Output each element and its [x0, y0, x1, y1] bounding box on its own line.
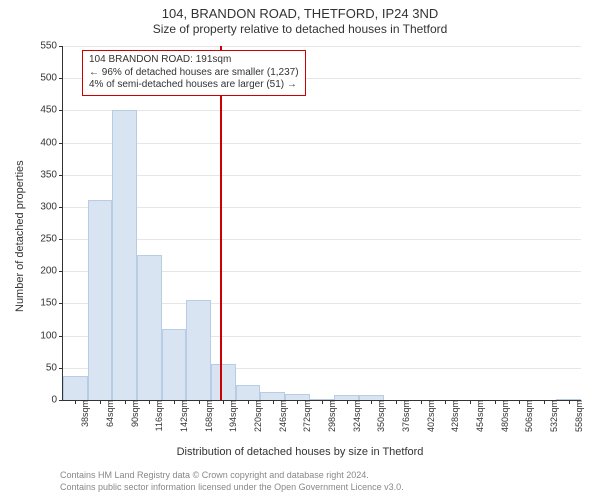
x-axis-label: Distribution of detached houses by size …	[0, 446, 600, 458]
grid-line	[63, 110, 581, 111]
xtick-label: 168sqm	[202, 400, 214, 432]
xtick-mark	[199, 400, 200, 404]
xtick-label: 90sqm	[128, 400, 140, 427]
xtick-mark	[519, 400, 520, 404]
xtick-label: 324sqm	[350, 400, 362, 432]
footer-line-1: Contains HM Land Registry data © Crown c…	[60, 470, 404, 482]
histogram-bar	[186, 300, 211, 400]
ytick-label: 300	[40, 201, 63, 212]
xtick-mark	[495, 400, 496, 404]
histogram-bar	[310, 399, 335, 400]
grid-line	[63, 175, 581, 176]
footer-line-2: Contains public sector information licen…	[60, 482, 404, 494]
histogram-bar	[556, 399, 581, 400]
xtick-mark	[273, 400, 274, 404]
xtick-mark	[569, 400, 570, 404]
xtick-label: 272sqm	[300, 400, 312, 432]
histogram-bar	[359, 395, 384, 400]
chart-footer: Contains HM Land Registry data © Crown c…	[60, 470, 404, 493]
xtick-mark	[248, 400, 249, 404]
reference-line	[220, 46, 222, 400]
xtick-mark	[75, 400, 76, 404]
grid-line	[63, 207, 581, 208]
xtick-mark	[174, 400, 175, 404]
xtick-mark	[347, 400, 348, 404]
xtick-mark	[470, 400, 471, 404]
xtick-mark	[322, 400, 323, 404]
ytick-label: 550	[40, 41, 63, 52]
histogram-bar	[88, 200, 113, 400]
ytick-label: 450	[40, 105, 63, 116]
ytick-label: 0	[51, 395, 63, 406]
info-line-3: 4% of semi-detached houses are larger (5…	[89, 79, 299, 92]
xtick-label: 558sqm	[572, 400, 584, 432]
xtick-label: 220sqm	[251, 400, 263, 432]
grid-line	[63, 46, 581, 47]
histogram-bar	[211, 364, 236, 400]
xtick-label: 246sqm	[276, 400, 288, 432]
histogram-bar	[112, 110, 137, 400]
xtick-mark	[297, 400, 298, 404]
ytick-label: 250	[40, 234, 63, 245]
xtick-mark	[100, 400, 101, 404]
ytick-label: 400	[40, 137, 63, 148]
xtick-mark	[371, 400, 372, 404]
xtick-label: 376sqm	[399, 400, 411, 432]
ytick-label: 200	[40, 266, 63, 277]
ytick-label: 500	[40, 73, 63, 84]
xtick-label: 64sqm	[103, 400, 115, 427]
histogram-bar	[236, 385, 261, 400]
xtick-label: 480sqm	[498, 400, 510, 432]
ytick-label: 150	[40, 298, 63, 309]
xtick-mark	[445, 400, 446, 404]
chart-title-2: Size of property relative to detached ho…	[0, 22, 600, 36]
xtick-mark	[149, 400, 150, 404]
y-axis-label: Number of detached properties	[14, 160, 26, 312]
xtick-label: 506sqm	[522, 400, 534, 432]
xtick-label: 350sqm	[374, 400, 386, 432]
info-line-2: ← 96% of detached houses are smaller (1,…	[89, 67, 299, 80]
histogram-bar	[334, 395, 359, 400]
info-line-1: 104 BRANDON ROAD: 191sqm	[89, 54, 299, 67]
chart-plot-area: 38sqm64sqm90sqm116sqm142sqm168sqm194sqm2…	[62, 46, 581, 401]
ytick-label: 350	[40, 169, 63, 180]
xtick-mark	[544, 400, 545, 404]
xtick-label: 454sqm	[473, 400, 485, 432]
chart-title-1: 104, BRANDON ROAD, THETFORD, IP24 3ND	[0, 6, 600, 21]
xtick-label: 194sqm	[226, 400, 238, 432]
xtick-label: 38sqm	[78, 400, 90, 427]
histogram-bar	[137, 255, 162, 400]
grid-line	[63, 239, 581, 240]
histogram-bar	[162, 329, 187, 400]
xtick-label: 532sqm	[547, 400, 559, 432]
xtick-mark	[396, 400, 397, 404]
xtick-label: 298sqm	[325, 400, 337, 432]
histogram-bar	[63, 376, 88, 400]
xtick-label: 428sqm	[448, 400, 460, 432]
ytick-label: 100	[40, 330, 63, 341]
xtick-label: 142sqm	[177, 400, 189, 432]
xtick-mark	[125, 400, 126, 404]
reference-info-box: 104 BRANDON ROAD: 191sqm ← 96% of detach…	[82, 50, 306, 96]
xtick-mark	[223, 400, 224, 404]
xtick-mark	[421, 400, 422, 404]
histogram-bar	[285, 394, 310, 400]
histogram-bar	[260, 392, 285, 400]
xtick-label: 402sqm	[424, 400, 436, 432]
ytick-label: 50	[46, 362, 63, 373]
grid-line	[63, 143, 581, 144]
xtick-label: 116sqm	[152, 400, 164, 431]
